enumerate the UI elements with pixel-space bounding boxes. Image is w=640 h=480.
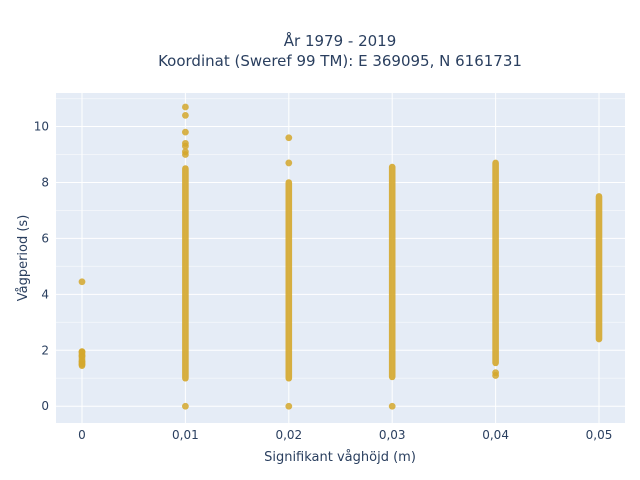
data-point-cluster [492,159,499,367]
chart-title-line2: Koordinat (Sweref 99 TM): E 369095, N 61… [158,52,522,70]
data-point [182,111,189,119]
data-point [182,139,189,147]
data-point-cluster [285,179,293,382]
y-tick-label: 0 [41,399,49,413]
x-tick-labels: 0 0,01 0,02 0,03 0,04 0,05 [78,428,612,442]
data-point [388,402,396,410]
data-point [78,352,86,360]
y-tick-label: 8 [41,175,49,189]
data-point [492,369,499,377]
y-tick-labels: 0 2 4 6 8 10 [34,120,49,414]
y-tick-label: 10 [34,120,49,134]
data-points [78,103,603,410]
data-point [78,278,86,286]
data-point-cluster [182,165,189,382]
data-point [285,134,293,142]
data-point [182,103,189,111]
y-tick-label: 2 [41,343,49,357]
data-point [285,159,293,167]
y-axis-label: Vågperiod (s) [16,215,31,302]
plot-area [56,93,625,423]
x-tick-label: 0,03 [379,428,406,442]
x-tick-label: 0 [78,428,86,442]
x-tick-label: 0,05 [586,428,613,442]
data-point [78,360,86,368]
x-tick-label: 0,04 [482,428,509,442]
data-point-cluster [388,163,396,381]
data-point [182,402,189,410]
chart-title-line1: År 1979 - 2019 [284,31,397,50]
data-point [182,148,189,156]
x-tick-label: 0,01 [172,428,199,442]
y-tick-label: 6 [41,231,49,245]
x-axis-label: Signifikant våghöjd (m) [264,450,416,465]
data-point [182,128,189,136]
x-tick-label: 0,02 [275,428,302,442]
y-tick-label: 4 [41,287,49,301]
data-point-cluster [595,193,603,343]
data-point [285,402,293,410]
